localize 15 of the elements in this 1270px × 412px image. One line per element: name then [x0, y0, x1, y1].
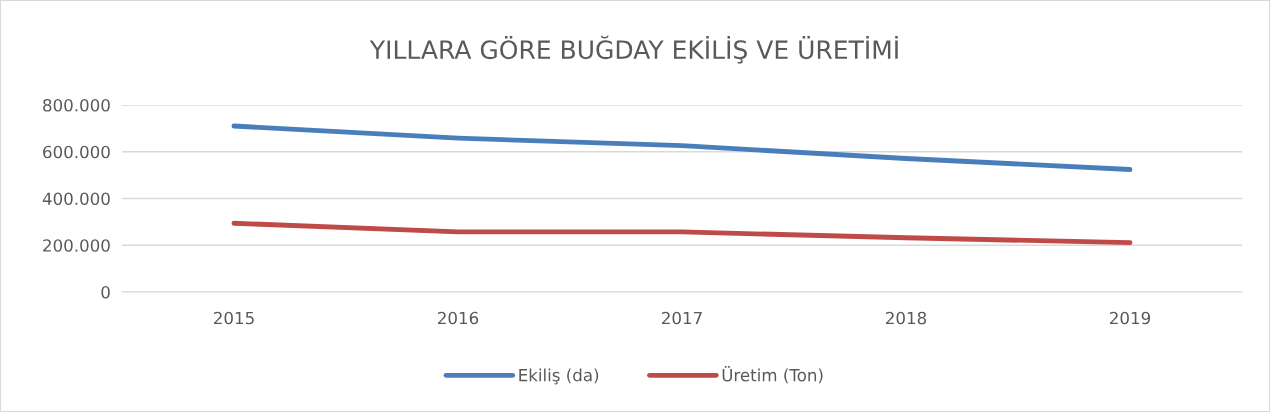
line-series: [231, 123, 1133, 172]
x-tick-label: 2017: [662, 311, 702, 325]
x-tick-label: 2018: [886, 311, 927, 325]
x-tick-label: 2016: [438, 311, 479, 325]
legend-label: Üretim (Ton): [722, 365, 823, 384]
legend-label: Ekiliş (da): [519, 368, 599, 385]
line-series: [231, 220, 1133, 246]
chart-title: YILLARA GÖRE BUĞDAY EKİLİŞ VE ÜRETİMİ: [369, 35, 898, 64]
y-tick-label: 400.000: [42, 192, 110, 206]
y-tick-label: 200.000: [43, 239, 110, 252]
y-tick-label: 800.000: [43, 98, 110, 112]
x-tick-label: 2019: [1110, 311, 1151, 325]
y-tick-label: 0: [101, 285, 110, 299]
x-tick-label: 2015: [214, 311, 254, 325]
y-tick-label: 600.000: [43, 145, 110, 159]
